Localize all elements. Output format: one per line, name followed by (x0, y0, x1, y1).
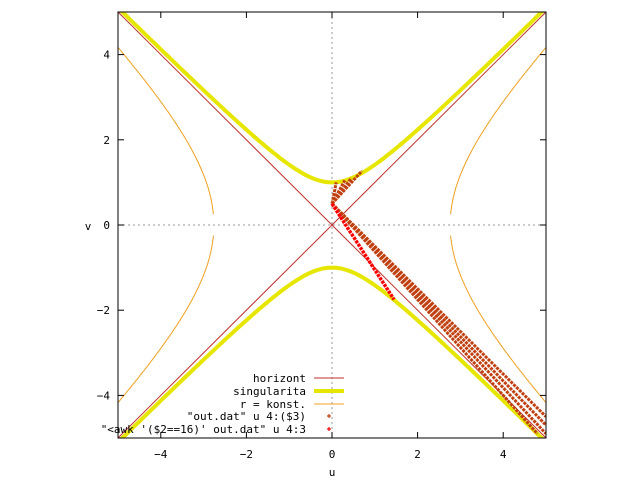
r-konst-curve (118, 46, 214, 215)
r-konst-curve (450, 46, 546, 215)
out-dat-trace (330, 182, 338, 205)
x-tick-label: 0 (329, 448, 336, 461)
out-dat-trace (330, 202, 546, 435)
r-konst-curve (118, 235, 214, 404)
legend-label: horizont (253, 372, 306, 385)
x-tick-label: −4 (154, 448, 168, 461)
singularita-curve (119, 265, 545, 438)
legend-label: "out.dat" u 4:($3) (187, 410, 306, 423)
tick-labels: −4 −2 0 2 4 −4 −2 0 2 4 (97, 49, 507, 461)
y-tick-label: 0 (103, 219, 110, 232)
x-tick-label: −2 (240, 448, 253, 461)
y-tick-label: −4 (97, 389, 111, 402)
x-tick-label: 2 (414, 448, 421, 461)
out-dat-trace (330, 202, 546, 427)
legend-label: singularita (233, 385, 306, 398)
awk-trace (330, 202, 396, 301)
legend-label: "<awk '($2==16)' out.dat" u 4:3 (101, 423, 306, 436)
y-tick-label: 4 (103, 49, 110, 62)
tick-marks (118, 12, 546, 438)
y-tick-label: 2 (103, 134, 110, 147)
legend-label: r = konst. (240, 398, 306, 411)
x-tick-label: 4 (500, 448, 507, 461)
horizont-line (118, 12, 546, 438)
zero-axes (118, 12, 546, 438)
out-dat-trace (330, 169, 364, 205)
r-konst-curve (450, 235, 546, 404)
y-tick-label: −2 (97, 304, 110, 317)
out-dat-trace (330, 202, 539, 435)
x-axis-label: u (329, 466, 336, 479)
singularita-curve (119, 12, 545, 185)
y-axis-label: v (85, 220, 92, 233)
plot-area (118, 12, 546, 438)
